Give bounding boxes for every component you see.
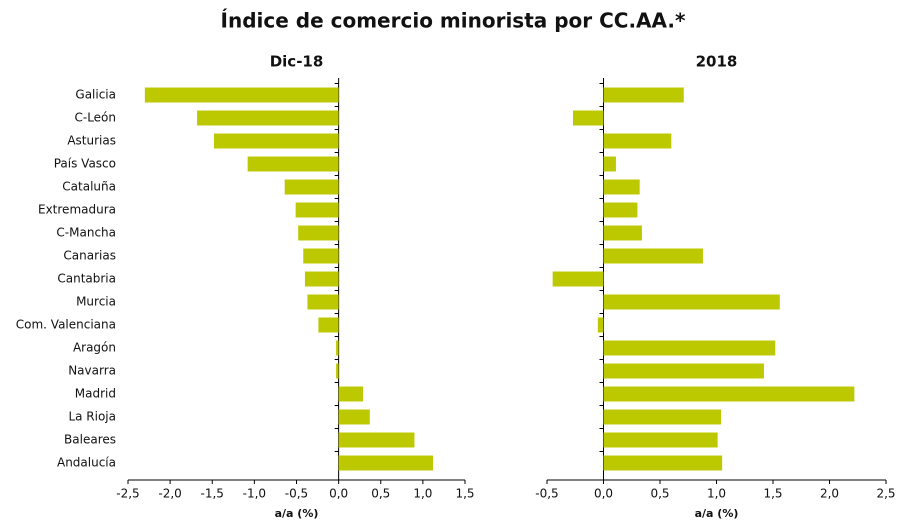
bar bbox=[318, 317, 339, 333]
x-tick-label: 0,0 bbox=[594, 487, 613, 501]
bar bbox=[304, 271, 339, 287]
bar bbox=[336, 363, 339, 379]
bar bbox=[603, 202, 638, 218]
y-tick-label: Asturias bbox=[67, 134, 116, 148]
y-tick-label: Aragón bbox=[73, 341, 116, 355]
y-tick-label: Com. Valenciana bbox=[16, 318, 116, 332]
bar bbox=[603, 133, 672, 149]
bar bbox=[572, 110, 604, 126]
x-tick-label: 1,0 bbox=[707, 487, 726, 501]
bar bbox=[307, 294, 339, 310]
x-tick-label: -0,5 bbox=[285, 487, 308, 501]
y-tick-label: Andalucía bbox=[57, 456, 116, 470]
bar bbox=[298, 225, 339, 241]
x-tick-label: 0,5 bbox=[650, 487, 669, 501]
bar bbox=[603, 179, 640, 195]
y-tick-label: País Vasco bbox=[54, 157, 116, 171]
x-tick-label: -2,5 bbox=[116, 487, 139, 501]
x-tick-label: -1,0 bbox=[243, 487, 266, 501]
x-tick-label: 0,0 bbox=[329, 487, 348, 501]
x-tick-label: -0,5 bbox=[535, 487, 558, 501]
bar bbox=[603, 87, 684, 103]
y-tick-label: La Rioja bbox=[68, 410, 116, 424]
bar bbox=[603, 386, 855, 402]
y-tick-label: Navarra bbox=[68, 364, 116, 378]
bar bbox=[197, 110, 339, 126]
bar bbox=[338, 455, 433, 471]
x-tick-label: 1,0 bbox=[413, 487, 432, 501]
x-tick-label: -1,5 bbox=[201, 487, 224, 501]
x-tick-label: 2,5 bbox=[876, 487, 895, 501]
y-tick-label: Extremadura bbox=[38, 203, 116, 217]
y-tick-label: Cantabria bbox=[57, 272, 116, 286]
x-tick-label: 2,0 bbox=[820, 487, 839, 501]
chart-subtitle: Dic-18 bbox=[270, 53, 324, 71]
bar bbox=[144, 87, 339, 103]
bar bbox=[603, 248, 703, 264]
bar bbox=[338, 386, 364, 402]
bar bbox=[336, 340, 339, 356]
bar bbox=[338, 409, 370, 425]
bar bbox=[603, 294, 780, 310]
y-tick-label: Canarias bbox=[63, 249, 116, 263]
chart-title: Índice de comercio minorista por CC.AA.* bbox=[221, 9, 686, 33]
y-tick-label: Cataluña bbox=[62, 180, 116, 194]
x-tick-label: 0,5 bbox=[371, 487, 390, 501]
bar bbox=[295, 202, 339, 218]
y-tick-label: Murcia bbox=[76, 295, 116, 309]
y-tick-label: Baleares bbox=[64, 433, 116, 447]
bar bbox=[284, 179, 339, 195]
y-tick-label: Galicia bbox=[75, 88, 116, 102]
bar bbox=[603, 225, 642, 241]
bar bbox=[338, 432, 415, 448]
bar bbox=[603, 156, 616, 172]
bar bbox=[603, 409, 722, 425]
y-tick-label: Madrid bbox=[75, 387, 116, 401]
y-tick-label: C-Mancha bbox=[56, 226, 116, 240]
chart-subtitle: 2018 bbox=[696, 53, 738, 71]
x-axis-label: a/a (%) bbox=[695, 507, 739, 520]
bar bbox=[213, 133, 339, 149]
bar bbox=[597, 317, 604, 333]
y-tick-label: C-León bbox=[74, 111, 116, 125]
bar bbox=[603, 432, 718, 448]
bar bbox=[603, 363, 764, 379]
bar bbox=[303, 248, 339, 264]
bar bbox=[552, 271, 604, 287]
x-tick-label: 1,5 bbox=[455, 487, 474, 501]
x-tick-label: 1,5 bbox=[763, 487, 782, 501]
bar bbox=[247, 156, 339, 172]
x-axis-label: a/a (%) bbox=[275, 507, 319, 520]
bar bbox=[603, 455, 723, 471]
bar bbox=[603, 340, 776, 356]
x-tick-label: -2,0 bbox=[158, 487, 181, 501]
